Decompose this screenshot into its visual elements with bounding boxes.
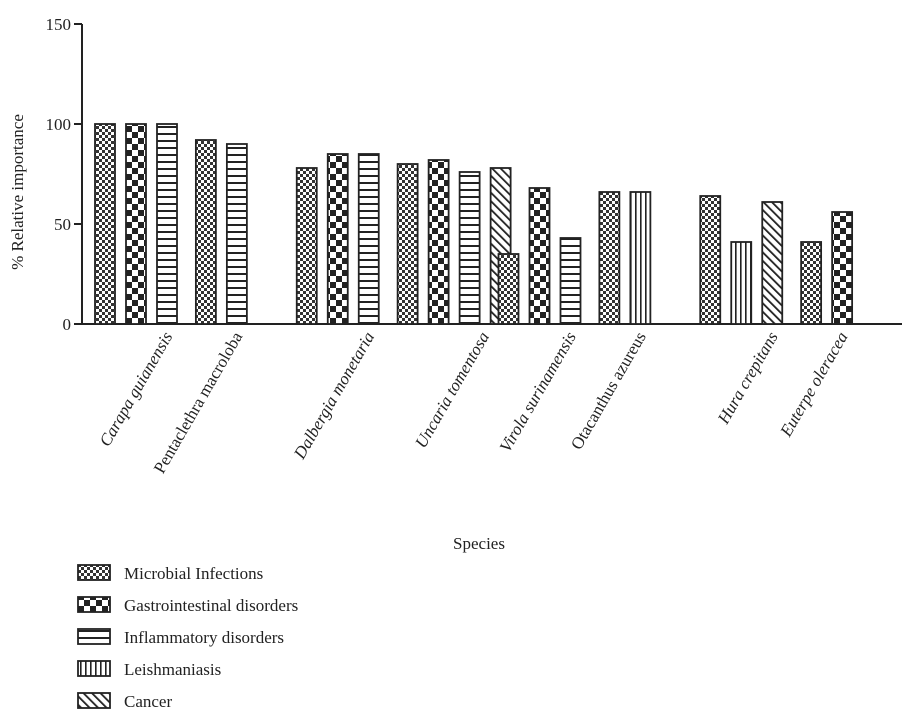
category-label-virola-surinamensis: Virola surinamensis: [496, 328, 580, 455]
category-label-dalbergia-monetaria: Dalbergia monetaria: [290, 329, 379, 464]
y-tick-label: 150: [46, 15, 72, 34]
category-label-euterpe-oleracea: Euterpe oleracea: [776, 329, 852, 441]
category-label-hura-crepitans: Hura crepitans: [713, 328, 782, 428]
legend-label: Cancer: [124, 692, 172, 711]
bar-virola-surinamensis-microbial-infections: [497, 253, 520, 325]
legend-swatch: [77, 692, 111, 709]
legend-swatch: [77, 628, 111, 645]
legend-swatch: [77, 564, 111, 581]
legend-swatch: [77, 660, 111, 677]
bar-hura-crepitans-cancer: [761, 201, 784, 325]
bar-carapa-guianensis-microbial-infections: [94, 123, 116, 325]
bar-dalbergia-monetaria-microbial-infections: [295, 167, 318, 325]
bar-group-virola-surinamensis: [497, 187, 582, 325]
bar-uncaria-tomentosa-gastrointestinal-disorders: [427, 159, 450, 325]
legend-item-microbial-infections: Microbial Infections: [77, 564, 263, 583]
bar-group-dalbergia-monetaria: [295, 153, 380, 325]
y-tick-label: 0: [63, 315, 72, 334]
bar-group-euterpe-oleracea: [800, 211, 854, 325]
bar-virola-surinamensis-inflammatory-disorders: [559, 237, 582, 325]
bar-group-uncaria-tomentosa: [396, 159, 512, 325]
bar-hura-crepitans-microbial-infections: [699, 195, 722, 325]
bar-otacanthus-azureus-microbial-infections: [598, 191, 621, 325]
legend-item-leishmaniasis: Leishmaniasis: [77, 660, 221, 679]
y-axis-title: % Relative importance: [8, 114, 27, 270]
bar-group-carapa-guianensis: [94, 123, 178, 325]
y-axis: 0 50 100 150: [46, 15, 83, 334]
legend-item-cancer: Cancer: [77, 692, 172, 711]
bar-uncaria-tomentosa-microbial-infections: [396, 163, 419, 325]
category-label-uncaria-tomentosa: Uncaria tomentosa: [411, 329, 493, 452]
bar-group-otacanthus-azureus: [598, 191, 652, 325]
category-label-otacanthus-azureus: Otacanthus azureus: [567, 329, 650, 453]
legend-item-inflammatory-disorders: Inflammatory disorders: [77, 628, 284, 647]
bars-layer: [94, 123, 854, 325]
bar-otacanthus-azureus-leishmaniasis: [629, 191, 652, 325]
x-axis-title: Species: [453, 534, 505, 553]
bar-euterpe-oleracea-gastrointestinal-disorders: [831, 211, 854, 325]
legend-item-gastrointestinal-disorders: Gastrointestinal disorders: [77, 596, 298, 615]
y-tick-label: 100: [46, 115, 72, 134]
legend: Microbial Infections Gastrointestinal dis…: [77, 564, 298, 711]
legend-label: Inflammatory disorders: [124, 628, 284, 647]
legend-label: Gastrointestinal disorders: [124, 596, 298, 615]
bar-uncaria-tomentosa-inflammatory-disorders: [458, 171, 481, 325]
bar-group-hura-crepitans: [699, 195, 784, 325]
bar-euterpe-oleracea-microbial-infections: [800, 241, 823, 325]
bar-virola-surinamensis-gastrointestinal-disorders: [528, 187, 551, 325]
category-label-carapa-guianensis: Carapa guianensis: [96, 328, 177, 449]
legend-label: Leishmaniasis: [124, 660, 221, 679]
bar-carapa-guianensis-gastrointestinal-disorders: [125, 123, 147, 325]
bar-pentaclethra-macroloba-inflammatory-disorders: [225, 143, 248, 325]
y-tick-label: 50: [54, 215, 71, 234]
bar-carapa-guianensis-inflammatory-disorders: [156, 123, 178, 325]
legend-swatch: [77, 596, 111, 613]
bar-group-pentaclethra-macroloba: [194, 139, 248, 325]
bar-pentaclethra-macroloba-microbial-infections: [194, 139, 217, 325]
bar-dalbergia-monetaria-gastrointestinal-disorders: [326, 153, 349, 325]
legend-label: Microbial Infections: [124, 564, 263, 583]
bar-hura-crepitans-leishmaniasis: [730, 241, 753, 325]
bar-dalbergia-monetaria-inflammatory-disorders: [357, 153, 380, 325]
